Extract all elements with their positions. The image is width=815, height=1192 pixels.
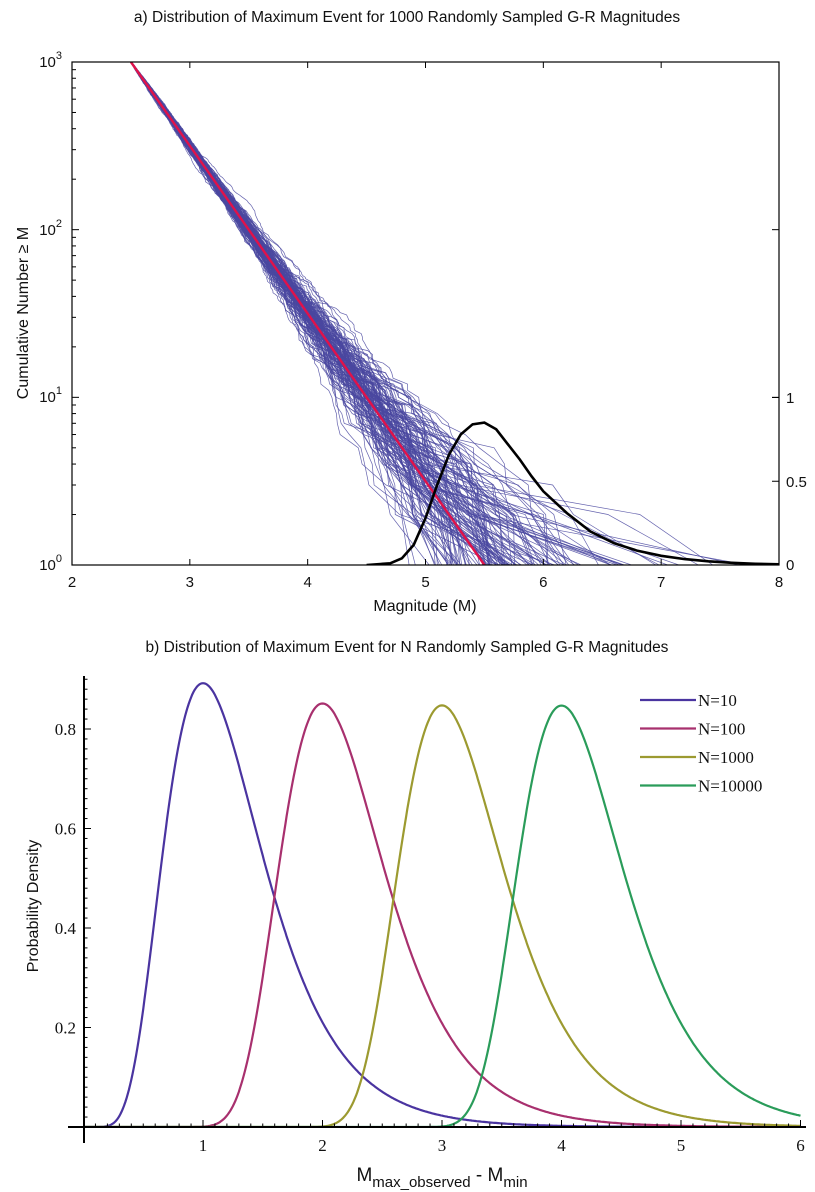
y-tick-label-1e2: 102: [39, 218, 62, 239]
panel-a-y-axis-label: Cumulative Number ≥ M: [15, 227, 32, 399]
x-tick-label: 5: [421, 574, 429, 591]
sample-catalog-line: [130, 62, 561, 565]
legend-label: N=100: [698, 720, 745, 739]
x-tick-label: 2: [68, 574, 76, 591]
panel-b: b) Distribution of Maximum Event for N R…: [25, 639, 806, 1191]
sample-catalog-line: [130, 62, 576, 565]
x-tick-label: 8: [775, 574, 783, 591]
x-tick-label: 3: [438, 1136, 447, 1155]
sample-catalog-line: [130, 62, 436, 565]
sample-catalog-line: [130, 62, 436, 565]
y2-tick-label-0.5: 0.5: [786, 474, 807, 491]
y-tick-label-1e3: 103: [39, 50, 62, 71]
y-tick-label-1e1: 101: [39, 385, 62, 406]
sample-catalog-line: [130, 62, 435, 565]
sample-catalog-line: [130, 62, 548, 565]
x-tick-label: 6: [539, 574, 547, 591]
panel-b-y-tick-labels: 0.2 0.4 0.6 0.8: [55, 720, 77, 1038]
panel-b-ticks: [84, 678, 801, 1127]
sample-catalog-line: [130, 62, 620, 565]
y-tick-label-1e0: 100: [39, 553, 62, 574]
sample-catalog-line: [130, 62, 574, 565]
legend: N=10 N=100 N=1000 N=10000: [640, 691, 762, 796]
panel-a: a) Distribution of Maximum Event for 100…: [15, 9, 807, 615]
sample-catalog-line: [130, 62, 612, 565]
sample-catalog-line: [130, 62, 410, 565]
sample-catalog-line: [130, 62, 582, 565]
sample-catalog-line: [130, 62, 448, 565]
legend-label: N=10: [698, 691, 737, 710]
x-tick-label: 1: [199, 1136, 208, 1155]
sample-catalog-line: [130, 62, 569, 565]
x-tick-label: 4: [303, 574, 311, 591]
panel-b-title: b) Distribution of Maximum Event for N R…: [146, 639, 669, 656]
x-tick-label: 3: [186, 574, 194, 591]
panel-b-x-axis-label: Mmax_observed - Mmin: [356, 1165, 527, 1191]
density-curve-N=10000: [84, 704, 801, 1128]
sample-catalog-line: [130, 62, 533, 565]
legend-label: N=1000: [698, 748, 754, 767]
density-curve-N=1000: [84, 704, 801, 1128]
sample-catalog-line: [130, 62, 550, 565]
y2-tick-label-1: 1: [786, 390, 794, 407]
sample-catalog-line: [130, 62, 536, 565]
max-event-pdf-curve: [366, 421, 779, 565]
y-tick-label: 0.6: [55, 820, 76, 839]
sample-catalog-line: [130, 62, 449, 565]
sample-catalog-line: [130, 62, 438, 565]
y-tick-label: 0.2: [55, 1019, 76, 1038]
sample-catalog-line: [130, 62, 567, 565]
panel-a-ticks: [71, 61, 780, 566]
x-tick-label: 7: [657, 574, 665, 591]
density-curve-N=10: [84, 682, 801, 1128]
sample-catalog-line: [130, 62, 668, 565]
legend-label: N=10000: [698, 777, 762, 796]
panel-a-x-tick-labels: 2 3 4 5 6 7 8: [68, 574, 783, 591]
panel-a-x-axis-label: Magnitude (M): [373, 598, 476, 615]
panel-b-x-tick-labels: 1 2 3 4 5 6: [199, 1136, 805, 1155]
x-tick-label: 4: [557, 1136, 566, 1155]
density-curve-N=100: [84, 702, 801, 1128]
y-tick-label: 0.4: [55, 919, 77, 938]
sample-catalog-line: [130, 62, 579, 565]
sample-catalog-line: [130, 62, 535, 565]
sample-catalog-line: [130, 62, 625, 565]
sample-catalog-line: [130, 62, 612, 565]
y-tick-label: 0.8: [55, 720, 76, 739]
sample-catalog-line: [130, 62, 699, 565]
sample-catalog-line: [130, 62, 611, 565]
x-tick-label: 5: [677, 1136, 686, 1155]
density-curves: [84, 682, 801, 1128]
sample-catalog-line: [130, 62, 632, 565]
sample-catalog-line: [130, 62, 567, 565]
sample-catalog-line: [130, 62, 549, 565]
panel-a-title: a) Distribution of Maximum Event for 100…: [134, 9, 680, 26]
panel-a-y-tick-labels: 100 101 102 103: [39, 50, 62, 574]
sampled-catalog-lines: [130, 62, 748, 565]
x-tick-label: 6: [796, 1136, 805, 1155]
sample-catalog-line: [130, 62, 548, 565]
gr-fit-line: [129, 62, 486, 565]
sample-catalog-line: [130, 62, 551, 565]
sample-catalog-line: [130, 62, 559, 565]
sample-catalog-line: [130, 62, 599, 565]
sample-catalog-line: [130, 62, 430, 565]
sample-catalog-line: [130, 62, 623, 565]
sample-catalog-line: [130, 62, 416, 565]
x-tick-label: 2: [318, 1136, 327, 1155]
y2-tick-label-0: 0: [786, 557, 794, 574]
panel-b-y-axis-label: Probability Density: [25, 840, 42, 973]
sample-catalog-line: [130, 62, 625, 565]
